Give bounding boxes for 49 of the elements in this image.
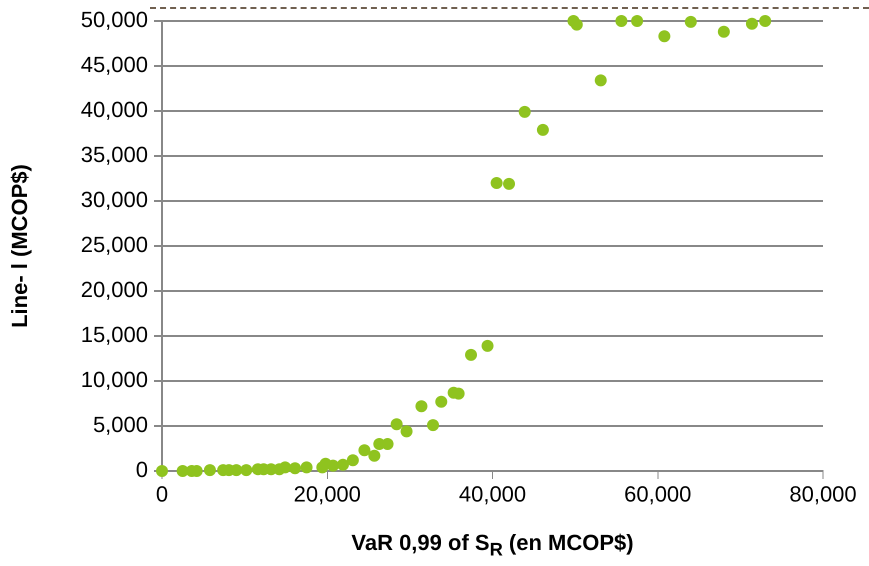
y-axis-title: Line- l (MCOP$) — [7, 164, 33, 328]
y-tick-label: 5,000 — [92, 412, 148, 438]
point — [631, 15, 644, 27]
y-tick-label: 40,000 — [80, 97, 148, 122]
point — [289, 462, 302, 474]
point — [358, 444, 370, 456]
point — [503, 178, 516, 190]
point — [570, 18, 583, 31]
point — [400, 425, 413, 438]
point — [390, 418, 403, 430]
point — [518, 106, 531, 118]
y-tick-label: 15,000 — [80, 322, 148, 348]
point — [346, 454, 359, 466]
point — [382, 438, 394, 450]
point — [336, 458, 349, 471]
x-tick-label: 20,000 — [294, 481, 361, 506]
y-tick-label: 10,000 — [80, 367, 148, 392]
point — [658, 30, 670, 42]
y-tick-label: 20,000 — [80, 277, 148, 302]
y-tick-label: 45,000 — [80, 52, 148, 78]
y-tick-label: 35,000 — [80, 142, 148, 168]
y-tick-label: 50,000 — [80, 7, 148, 32]
x-tick-label: 0 — [156, 481, 168, 506]
point — [490, 177, 503, 189]
point — [427, 419, 440, 432]
point — [615, 15, 628, 27]
point — [327, 460, 340, 472]
x-tick-label: 80,000 — [789, 481, 857, 506]
x-tick-label: 60,000 — [624, 481, 692, 506]
point — [300, 461, 313, 474]
point — [465, 348, 478, 361]
point — [415, 400, 428, 412]
point — [759, 15, 772, 27]
point — [279, 461, 292, 474]
x-tick-label: 40,000 — [458, 481, 526, 506]
point — [594, 74, 607, 86]
point — [536, 124, 549, 136]
point — [684, 16, 697, 28]
point — [368, 450, 380, 462]
y-tick-label: 25,000 — [80, 232, 148, 258]
point — [204, 464, 216, 476]
point — [435, 396, 448, 408]
x-axis-title: VaR 0,99 of S$_{R}$ (en MCOP$) — [350, 530, 635, 560]
point — [746, 18, 758, 30]
point — [718, 26, 730, 38]
point — [482, 340, 494, 352]
y-tick-label: 0 — [136, 457, 148, 482]
point — [240, 464, 252, 476]
y-tick-label: 30,000 — [80, 187, 148, 212]
